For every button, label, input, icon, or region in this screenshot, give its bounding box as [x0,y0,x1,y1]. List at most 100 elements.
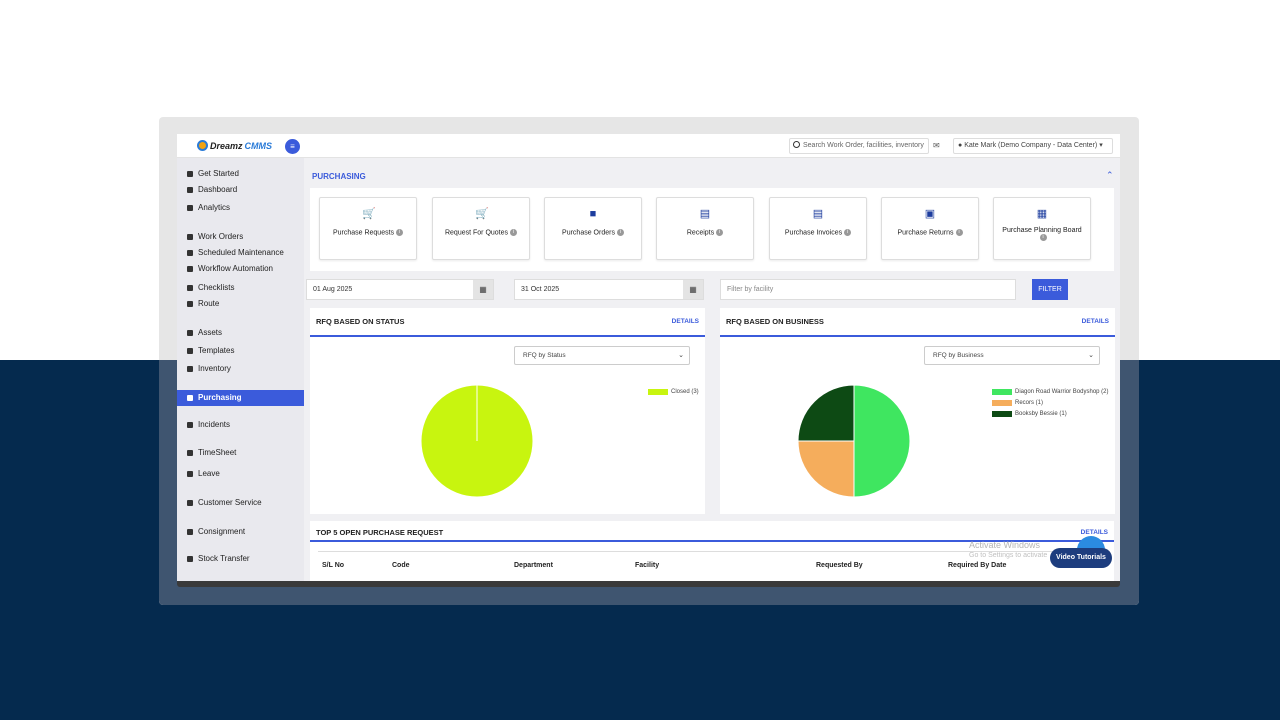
info-icon[interactable]: i [844,229,852,236]
sidebar-item-analytics[interactable]: Analytics [177,200,304,216]
search-input[interactable]: Search Work Order, facilities, inventory [789,138,929,154]
details-link[interactable]: DETAILS [1081,318,1109,325]
legend-item[interactable]: Booksby Bessie (1) [992,408,1109,419]
tile-purchase-orders[interactable]: ■ Purchase Orders i [544,197,642,260]
column-header[interactable]: Department [514,562,553,569]
sidebar-item-work-orders[interactable]: Work Orders [177,229,304,245]
info-icon[interactable]: i [1039,234,1047,241]
page-title: PURCHASING [312,172,366,181]
sidebar-item-dashboard[interactable]: Dashboard [177,182,304,198]
logo-brand: Dreamz [210,140,243,151]
tile-purchase-returns[interactable]: ▣ Purchase Returns i [881,197,979,260]
details-link[interactable]: DETAILS [1080,529,1108,536]
sidebar-item-label: Analytics [198,203,231,212]
search-placeholder: Search Work Order, facilities, inventory [803,142,924,149]
chevron-up-icon[interactable]: ⌃ [1106,170,1114,180]
panel-header: RFQ BASED ON BUSINESS DETAILS [720,308,1115,337]
cart-icon [187,421,193,428]
user-menu[interactable]: ● Kate Mark (Demo Company - Data Center)… [953,138,1113,154]
sidebar-item-consignment[interactable]: Consignment [177,524,304,540]
info-icon[interactable]: i [396,229,404,236]
sidebar-item-scheduled-maintenance[interactable]: Scheduled Maintenance [177,245,304,261]
facility-filter-input[interactable]: Filter by facility [720,279,1016,300]
details-link[interactable]: DETAILS [671,318,699,325]
pie-slice[interactable] [797,384,855,442]
inventory-icon [187,365,193,372]
video-tutorials-button[interactable]: Video Tutorials [1050,548,1112,568]
sidebar-item-route[interactable]: Route [177,296,304,312]
legend-item[interactable]: Recors (1) [992,397,1109,408]
sidebar-item-inventory[interactable]: Inventory [177,361,304,377]
tile-purchase-planning-board[interactable]: ▦ Purchase Planning Board i [993,197,1091,260]
select-value: RFQ by Business [933,352,984,359]
tile-purchase-requests[interactable]: 🛒 Purchase Requests i [319,197,417,260]
column-header[interactable]: Required By Date [948,562,1007,569]
cart-icon: 🛒 [362,208,376,220]
tile-label: Purchase Requests [332,229,395,237]
info-icon[interactable]: i [716,229,724,236]
sidebar-item-templates[interactable]: Templates [177,343,304,359]
menu-toggle-button[interactable]: ≡ [285,139,300,154]
end-date-input[interactable]: 31 Oct 2025 ▦ [514,279,704,300]
hamburger-icon: ≡ [290,142,295,151]
pie-slice[interactable] [797,440,855,498]
app-logo[interactable]: Dreamz CMMS [197,140,272,151]
sidebar-item-leave[interactable]: Leave [177,466,304,482]
sidebar-item-stock-transfer[interactable]: Stock Transfer [177,551,304,567]
sidebar-item-get-started[interactable]: Get Started [177,166,304,182]
filter-button[interactable]: FILTER [1032,279,1068,300]
tile-label: Request For Quotes [444,229,509,237]
panel-title: TOP 5 OPEN PURCHASE REQUEST [316,528,444,537]
top-bar: Dreamz CMMS ≡ Search Work Order, facilit… [177,134,1120,158]
document-icon [187,499,193,506]
invoice-icon: ▤ [812,208,824,220]
pie-slice[interactable] [853,384,911,498]
legend-swatch [992,388,1012,395]
sidebar-item-assets[interactable]: Assets [177,325,304,341]
sidebar-item-timesheet[interactable]: TimeSheet [177,445,304,461]
column-header[interactable]: S/L No [322,562,345,569]
flow-icon [187,265,193,272]
sidebar-item-label: Inventory [198,364,231,373]
info-icon[interactable]: i [616,229,624,236]
search-icon [793,141,800,148]
sidebar-item-label: Get Started [198,169,239,178]
facility-placeholder: Filter by facility [727,286,774,293]
sidebar-item-checklists[interactable]: Checklists [177,280,304,296]
sidebar-item-purchasing[interactable]: Purchasing [177,390,304,406]
chevron-down-icon: ⌄ [678,352,684,359]
column-header[interactable]: Requested By [816,562,863,569]
sidebar-item-label: Route [198,299,220,308]
rfq-status-select[interactable]: RFQ by Status ⌄ [514,346,690,365]
user-icon: ● [958,142,963,149]
tile-purchase-invoices[interactable]: ▤ Purchase Invoices i [769,197,867,260]
legend-item[interactable]: Diagon Road Warrior Bodyshop (2) [992,386,1109,397]
legend-item[interactable]: Closed (3) [648,386,699,397]
calendar-icon[interactable]: ▦ [683,280,703,299]
return-icon: ▣ [924,208,936,220]
info-icon[interactable]: i [510,229,518,236]
column-header[interactable]: Facility [635,562,660,569]
logo-product: CMMS [244,140,273,151]
rfq-status-pie-chart [420,384,534,498]
tile-receipts[interactable]: ▤ Receipts i [656,197,754,260]
chat-icon[interactable]: ✉ [933,141,940,150]
sidebar: Get Started Dashboard Analytics Work Ord… [177,158,304,581]
receipt-icon: ▤ [699,208,711,220]
tile-request-for-quotes[interactable]: 🛒 Request For Quotes i [432,197,530,260]
start-date-input[interactable]: 01 Aug 2025 ▦ [306,279,494,300]
sidebar-item-label: Leave [198,469,220,478]
rfq-business-select[interactable]: RFQ by Business ⌄ [924,346,1100,365]
app-screen: Dreamz CMMS ≡ Search Work Order, facilit… [177,134,1120,581]
column-header[interactable]: Code [392,562,410,569]
info-icon[interactable]: i [955,229,963,236]
assets-icon [187,329,193,336]
sidebar-item-incidents[interactable]: Incidents [177,417,304,433]
sidebar-item-label: Customer Service [198,498,262,507]
calendar-icon[interactable]: ▦ [473,280,493,299]
route-icon [187,300,193,307]
sidebar-item-label: Consignment [198,527,246,536]
sidebar-item-customer-service[interactable]: Customer Service [177,495,304,511]
laptop-base [177,581,1120,587]
sidebar-item-workflow-automation[interactable]: Workflow Automation [177,261,304,273]
